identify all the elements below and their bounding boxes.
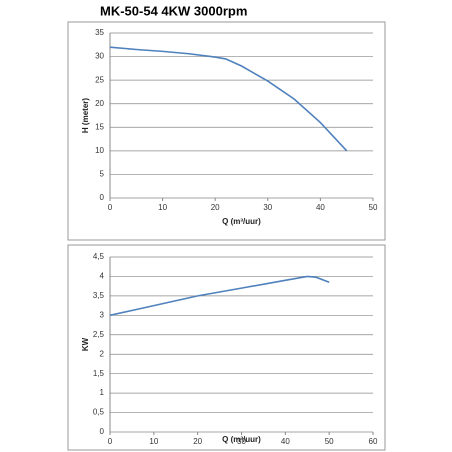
x-tick-label: 50 xyxy=(325,437,334,446)
y-tick-label: 15 xyxy=(95,122,104,131)
y-tick-label: 2,5 xyxy=(93,330,105,339)
x-tick-label: 30 xyxy=(237,437,246,446)
y-tick-label: 4 xyxy=(100,272,105,281)
y-tick-label: 1,5 xyxy=(93,369,105,378)
y-axis-label: KW xyxy=(81,337,90,351)
x-tick-label: 20 xyxy=(211,203,220,212)
x-tick-label: 30 xyxy=(263,203,272,212)
x-axis-label: Q (m³/uur) xyxy=(222,217,261,226)
y-tick-label: 0 xyxy=(100,193,105,202)
y-tick-label: 35 xyxy=(95,28,104,37)
y-axis-label: H (meter) xyxy=(81,98,90,133)
x-tick-label: 10 xyxy=(149,437,158,446)
x-tick-label: 40 xyxy=(281,437,290,446)
y-tick-label: 2 xyxy=(100,349,105,358)
x-tick-label: 20 xyxy=(193,437,202,446)
y-tick-label: 3,5 xyxy=(93,291,105,300)
x-tick-label: 10 xyxy=(158,203,167,212)
y-tick-label: 0,5 xyxy=(93,408,105,417)
y-tick-label: 5 xyxy=(100,170,105,179)
y-tick-label: 30 xyxy=(95,52,104,61)
x-tick-label: 60 xyxy=(369,437,378,446)
y-tick-label: 1 xyxy=(100,388,105,397)
chart-frame xyxy=(67,244,386,451)
y-tick-label: 3 xyxy=(100,310,105,319)
y-tick-label: 4,5 xyxy=(93,252,105,261)
chart-frame xyxy=(67,21,386,241)
y-tick-label: 0 xyxy=(100,427,105,436)
data-line xyxy=(109,275,330,317)
data-line xyxy=(109,46,348,152)
x-axis-label: Q (m³/uur) xyxy=(222,435,261,444)
y-tick-label: 20 xyxy=(95,99,104,108)
y-tick-label: 10 xyxy=(95,146,104,155)
x-tick-label: 0 xyxy=(108,203,113,212)
x-tick-label: 0 xyxy=(108,437,113,446)
x-tick-label: 40 xyxy=(316,203,325,212)
x-tick-label: 50 xyxy=(369,203,378,212)
y-tick-label: 25 xyxy=(95,75,104,84)
page-title: MK-50-54 4KW 3000rpm xyxy=(100,3,247,18)
